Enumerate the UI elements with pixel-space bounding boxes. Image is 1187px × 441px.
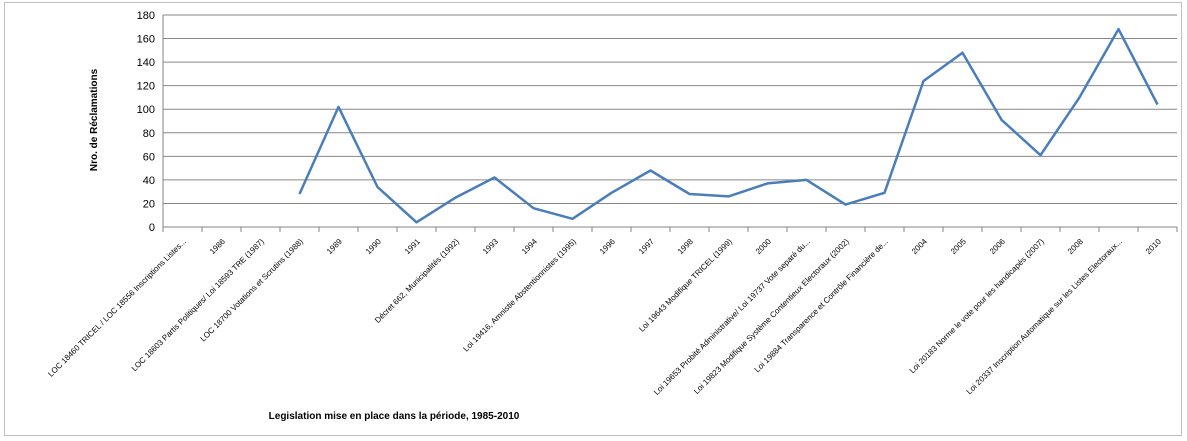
- x-tick-label: 2010: [1144, 237, 1163, 256]
- x-tick-label: Loi 19653 Probité Administrative/ Loi 19…: [652, 237, 812, 397]
- x-tick-label: 2000: [754, 237, 773, 256]
- x-axis-ticks: LOC 18460 TRICEL / LOC 18556 Inscription…: [46, 227, 1178, 397]
- y-tick-label: 80: [143, 128, 155, 140]
- y-tick-label: 60: [143, 151, 155, 163]
- x-tick-label: 1986: [208, 237, 227, 256]
- y-tick-label: 0: [149, 222, 155, 234]
- x-tick-label: 2006: [988, 237, 1007, 256]
- x-tick-label: 1991: [403, 237, 422, 256]
- gridlines: [162, 14, 1177, 228]
- y-axis-ticks: 0 20 40 60 80 100 120 140 160 180: [137, 10, 155, 234]
- x-axis-title: Legislation mise en place dans la périod…: [269, 411, 520, 422]
- x-tick-label: Décret 662, Municipalités (1992): [373, 237, 461, 325]
- x-tick-label: LOC 18460 TRICEL / LOC 18556 Inscription…: [46, 237, 188, 379]
- y-tick-label: 100: [137, 104, 155, 116]
- x-tick-label: 1993: [481, 237, 500, 256]
- x-tick-label: Loi 20183 Norme le vote pour les handica…: [908, 237, 1046, 375]
- y-tick-label: 140: [137, 57, 155, 69]
- x-tick-label: 2005: [949, 237, 968, 256]
- x-tick-label: 2004: [910, 237, 929, 256]
- series-line-path: [298, 27, 1159, 224]
- y-axis-title: Nro. de Réclamations: [89, 68, 100, 171]
- y-tick-label: 40: [143, 175, 155, 187]
- series-line: [298, 27, 1159, 224]
- x-tick-label: 1990: [364, 237, 383, 256]
- x-tick-label: 1996: [598, 237, 617, 256]
- chart-frame: [4, 2, 1182, 436]
- x-tick-label: Loi 20337 Inscription Automatique sur le…: [965, 237, 1124, 396]
- y-tick-label: 180: [137, 10, 155, 22]
- x-tick-label: 1994: [520, 237, 539, 256]
- x-tick-label: Loi 19416, Amnistie Abstentionnistes (19…: [461, 237, 578, 354]
- x-tick-label: 1997: [637, 237, 656, 256]
- y-tick-label: 120: [137, 81, 155, 93]
- x-tick-label: 1998: [676, 237, 695, 256]
- x-tick-label: 2008: [1066, 237, 1085, 256]
- y-tick-label: 20: [143, 198, 155, 210]
- x-tick-label: Loi 19884 Transparence et Contrôle Finan…: [753, 237, 890, 374]
- x-tick-label: LOC 18603 Partis Politiques/ Loi 18593 T…: [130, 237, 266, 373]
- y-tick-label: 160: [137, 34, 155, 46]
- x-tick-label: 1989: [325, 237, 344, 256]
